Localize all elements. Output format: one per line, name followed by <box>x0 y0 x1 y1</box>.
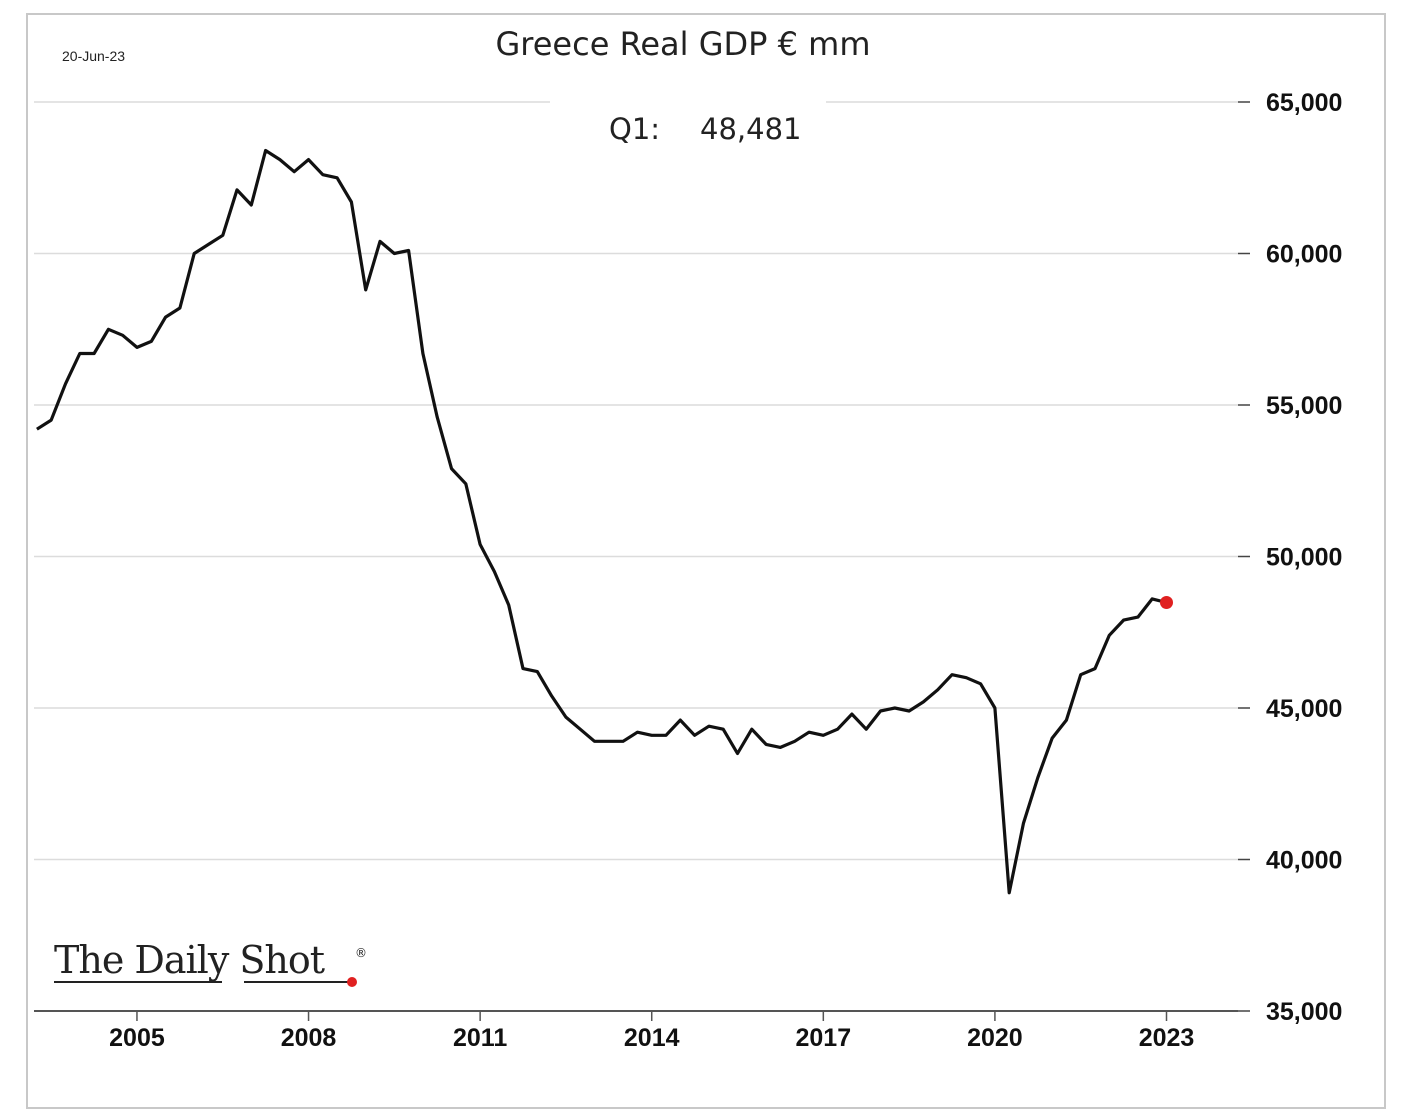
x-tick-label: 2005 <box>109 1024 165 1052</box>
x-tick-label: 2008 <box>281 1024 337 1052</box>
chart-date: 20-Jun-23 <box>62 48 125 64</box>
y-tick-label: 55,000 <box>1266 392 1342 420</box>
annotation-label: Q1: <box>609 112 660 146</box>
axes: 35,000 40,000 45,000 50,000 55,000 60,000 65,0… <box>34 89 1342 1052</box>
last-value-marker <box>1160 596 1174 610</box>
series-layer <box>36 148 1174 895</box>
source-logo-text: The Daily Shot <box>54 938 325 982</box>
y-tick-label: 40,000 <box>1266 847 1342 875</box>
registered-mark: ® <box>355 946 367 960</box>
y-tick-label: 50,000 <box>1266 544 1342 572</box>
x-tick-label: 2014 <box>624 1024 680 1052</box>
x-tick-label: 2020 <box>967 1024 1023 1052</box>
x-tick-label: 2011 <box>453 1024 507 1052</box>
gridlines <box>34 101 1238 861</box>
x-tick-label: 2017 <box>796 1024 852 1052</box>
chart-title: Greece Real GDP € mm <box>495 25 870 63</box>
y-tick-label: 60,000 <box>1266 241 1342 269</box>
x-tick-label: 2023 <box>1139 1024 1195 1052</box>
y-tick-label: 45,000 <box>1266 695 1342 723</box>
source-logo: The Daily Shot ® <box>54 938 367 987</box>
y-tick-label: 65,000 <box>1266 89 1342 117</box>
logo-red-dot <box>347 977 357 987</box>
y-tick-label: 35,000 <box>1266 998 1342 1026</box>
annotation-value: 48,481 <box>700 112 801 146</box>
series-line <box>36 148 1167 895</box>
